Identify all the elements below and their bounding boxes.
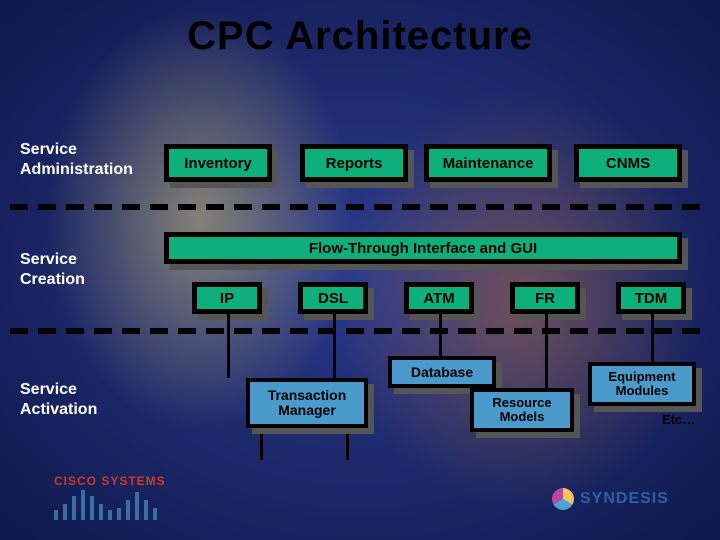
box-label: TDM [635,290,668,307]
box-equipment-modules: Equipment Modules [588,362,696,406]
box-label: Database [411,364,473,380]
syndesis-mark-icon [552,488,574,510]
box-label: Maintenance [443,155,534,172]
slide-stage: CPC Architecture Service Administration … [0,0,720,540]
dashed-separator [10,204,702,210]
label-service-creation: Service Creation [20,250,85,290]
connector-line [333,314,336,378]
logo-cisco: CISCO SYSTEMS [54,474,166,488]
label-service-activation: Service Activation [20,380,97,420]
box-cnms: CNMS [574,144,682,182]
box-label: ATM [423,290,454,307]
label-line: Service [20,381,77,398]
connector-line [545,314,548,388]
dashed-separator [10,328,702,334]
box-transaction-manager: Transaction Manager [246,378,368,428]
box-label: Transaction Manager [250,388,364,419]
label-line: Creation [20,271,85,288]
label-line: Administration [20,161,133,178]
box-label: IP [220,290,234,307]
logo-syndesis: SYNDESIS [552,488,669,510]
label-line: Activation [20,401,97,418]
box-label: Resource Models [474,396,570,425]
slide-title: CPC Architecture [0,14,720,59]
box-resource-models: Resource Models [470,388,574,432]
box-label: FR [535,290,555,307]
connector-line [439,314,442,356]
box-label: Flow-Through Interface and GUI [309,240,537,257]
box-ip: IP [192,282,262,314]
label-etc: Etc… [662,412,695,427]
box-label: Reports [326,155,383,172]
box-label: DSL [318,290,348,307]
label-service-administration: Service Administration [20,140,133,180]
box-inventory: Inventory [164,144,272,182]
box-atm: ATM [404,282,474,314]
box-reports: Reports [300,144,408,182]
connector-line [651,314,654,362]
box-flow-through: Flow-Through Interface and GUI [164,232,682,264]
connector-line [227,314,230,378]
box-label: Equipment Modules [592,370,692,399]
box-fr: FR [510,282,580,314]
label-line: Service [20,141,77,158]
box-maintenance: Maintenance [424,144,552,182]
syndesis-text: SYNDESIS [580,490,669,508]
box-label: Inventory [184,155,252,172]
box-label: CNMS [606,155,650,172]
cisco-bars-icon [54,490,157,520]
box-database: Database [388,356,496,388]
box-dsl: DSL [298,282,368,314]
box-tdm: TDM [616,282,686,314]
label-line: Service [20,251,77,268]
